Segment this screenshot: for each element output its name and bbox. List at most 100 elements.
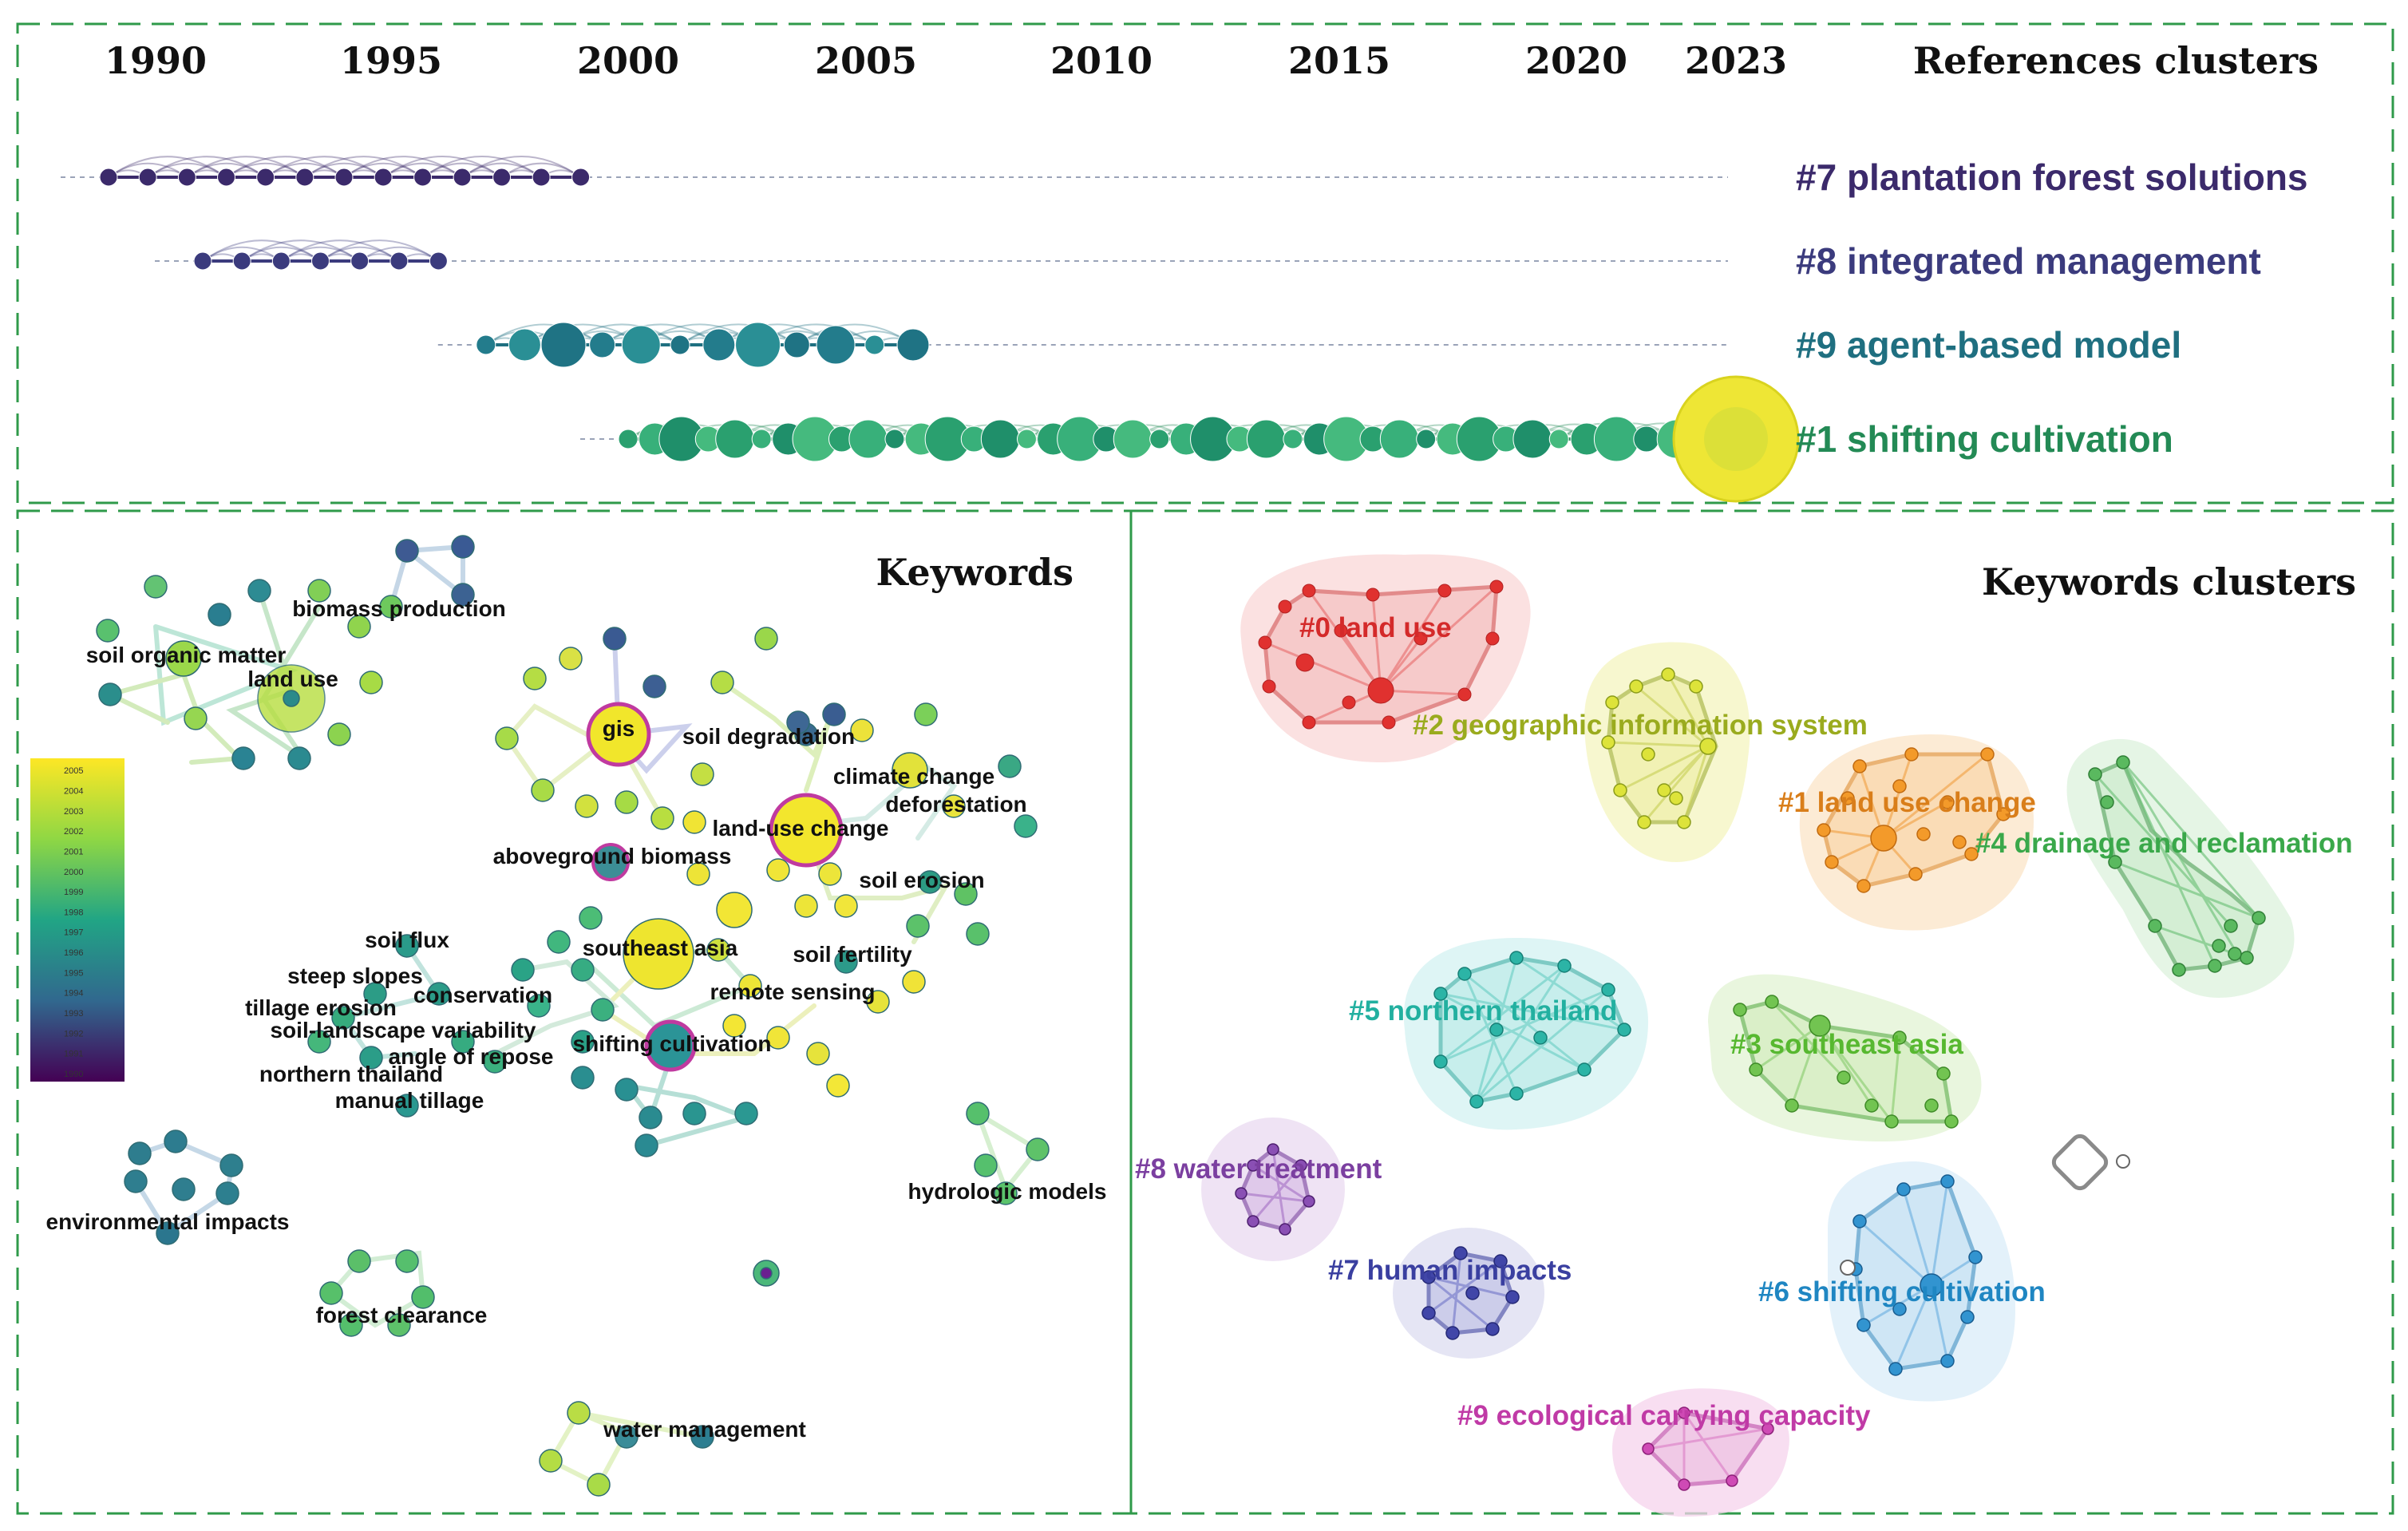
reference-node [571,168,591,187]
kw-label-land-use-change: land-use change [713,816,889,841]
legend-year-1997: 1997 [64,928,83,938]
reference-cluster-label-3: #1 shifting cultivation [1796,418,2173,460]
timeline-year-axis: 1990 1995 2000 2005 2010 2015 2020 2023 [105,39,1787,82]
reference-node [670,334,690,355]
citation-arc [280,246,361,262]
legend-year-1998: 1998 [64,908,83,917]
citation-arc [241,246,322,262]
kw-label-hydrologic-models: hydrologic models [908,1179,1107,1204]
year-tick-2015: 2015 [1288,39,1390,82]
reference-node [334,168,354,187]
cluster-label-4: #4 drainage and reclamation [1975,828,2353,859]
reference-node [816,325,856,365]
citation-arc [304,162,384,178]
reference-node [621,325,661,365]
cluster-label-6: #6 shifting cultivation [1758,1276,2046,1307]
kw-label-environmental-impacts: environmental impacts [46,1209,290,1234]
keyword-nodes [96,535,1050,1497]
reference-node [884,429,905,449]
kw-label-soil-erosion: soil erosion [859,868,984,892]
kw-label-aboveground-biomass: aboveground biomass [493,844,732,868]
reference-node [980,419,1020,459]
legend-year-1993: 1993 [64,1009,83,1019]
reference-node [1113,419,1153,459]
kw-label-northern-thailand: northern thailand [259,1062,443,1086]
kw-label-water-management: water management [603,1417,806,1442]
kw-label-southeast-asia: southeast asia [583,936,738,960]
citation-arc [359,246,439,262]
citation-arc [225,156,345,178]
citation-arc [147,162,227,178]
reference-cluster-label-1: #8 integrated management [1796,240,2261,282]
isolated-node [1840,1133,2130,1276]
cluster-label-7: #7 human impacts [1328,1255,1572,1286]
reference-node [864,334,885,355]
kw-label-land-use: land use [247,667,338,691]
reference-node [702,328,736,362]
cluster-7-human-impacts [1393,1228,1544,1359]
citation-arc [343,156,463,178]
cluster-9-ecological-carrying-capacity [1612,1388,1789,1517]
reference-node [1016,429,1037,449]
kw-label-remote-sensing: remote sensing [710,979,876,1004]
reference-node [540,322,587,368]
timeline-rows: #7 plantation forest solutions #8 integra… [61,156,2308,503]
citation-arc [343,162,424,178]
reference-node [1512,419,1552,459]
cluster-0-land-use [1240,554,1531,762]
legend-year-2002: 2002 [64,827,83,837]
citation-arc [304,156,424,178]
cluster-1-land-use-change [1799,734,2034,931]
reference-node [177,168,196,187]
legend-year-1990: 1990 [64,1070,83,1079]
citation-arc [147,156,267,178]
legend-year-1999: 1999 [64,888,83,897]
citation-arc [461,156,582,178]
reference-node [413,168,433,187]
cluster-4-drainage [2066,738,2295,998]
reference-node [1593,416,1639,462]
reference-node [848,419,888,459]
citation-arc [108,156,227,178]
citation-arc [501,162,582,178]
citation-arc [422,162,503,178]
reference-node [1149,429,1170,449]
cluster-hulls [1201,554,2295,1517]
reference-node [350,251,370,271]
citation-arc [382,162,463,178]
reference-node [1283,429,1303,449]
citation-arc [225,162,306,178]
timeline-row-2: #9 agent-based model [437,322,2181,368]
reference-node [1548,429,1569,449]
keywords-title: Keywords [876,551,1074,594]
timeline-row-1: #8 integrated management [155,239,2261,282]
legend-year-1994: 1994 [64,989,83,999]
kw-label-soil-organic-matter: soil organic matter [86,643,287,667]
reference-node [896,328,930,362]
cluster-5-northern-thailand [1403,938,1648,1130]
reference-node [256,168,275,187]
kw-label-forest-clearance: forest clearance [316,1303,488,1327]
reference-node [735,322,781,368]
kw-label-shifting-cultivation: shifting cultivation [573,1031,772,1056]
legend-year-1995: 1995 [64,968,83,978]
cluster-label-2: #2 geographic information system [1413,710,1868,741]
cluster-labels: #0 land use #2 geographic information sy… [1135,612,2353,1431]
reference-node [429,251,448,271]
reference-node [1416,429,1437,449]
cluster-label-5: #5 northern thailand [1349,995,1617,1027]
reference-node [311,251,330,271]
cluster-3-southeast-asia [1708,974,1982,1141]
reference-node [589,331,616,358]
legend-year-1991: 1991 [64,1050,83,1059]
cluster-label-0: #0 land use [1299,612,1452,643]
citation-arc [202,239,322,262]
legend-year-1996: 1996 [64,948,83,958]
panel-borders [16,22,2394,1515]
reference-node [1633,425,1660,453]
reference-cluster-label-0: #7 plantation forest solutions [1796,156,2308,198]
kw-label-manual-tillage: manual tillage [335,1088,484,1113]
year-tick-2020: 2020 [1525,39,1627,82]
keywords-clusters-title: Keywords clusters [1982,560,2356,603]
